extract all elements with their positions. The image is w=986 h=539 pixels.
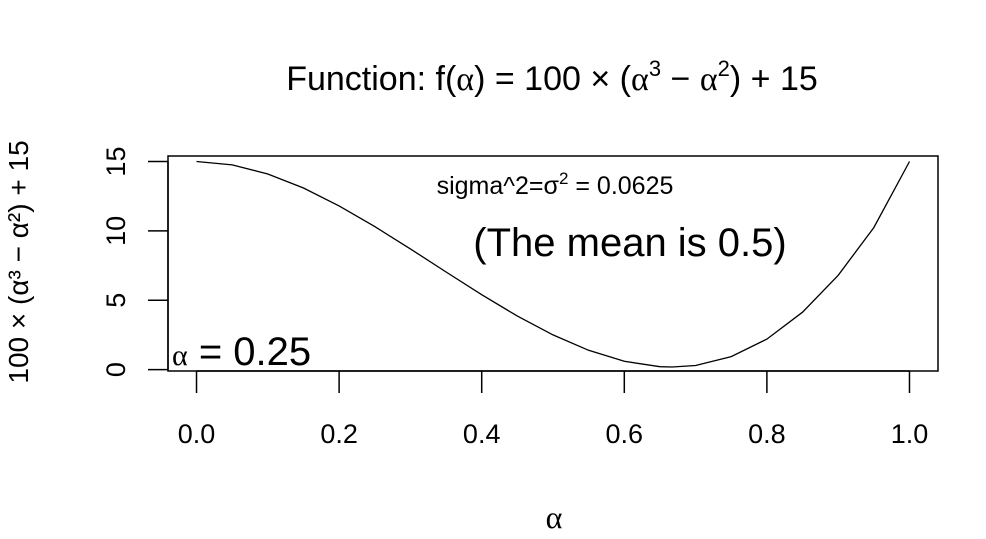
mean-annotation: (The mean is 0.5) <box>473 221 786 265</box>
x-tick-label: 0.4 <box>463 419 501 449</box>
x-tick-label: 0.6 <box>606 419 644 449</box>
alpha-value-annotation: α = 0.25 <box>172 330 311 374</box>
y-axis-label: 100 × (α³ − α²) + 15 <box>3 140 34 383</box>
y-axis: 0 5 10 15 <box>101 147 169 377</box>
chart-title: Function: f(α) = 100 × (α3 − α2) + 15 <box>286 56 818 98</box>
function-curve <box>196 160 911 368</box>
y-tick-label: 10 <box>101 216 131 246</box>
x-tick-label: 0.0 <box>178 419 216 449</box>
x-tick-label: 0.2 <box>320 419 358 449</box>
x-tick-label: 0.8 <box>748 419 786 449</box>
y-tick-label: 0 <box>101 362 131 377</box>
y-tick-label: 5 <box>101 293 131 308</box>
sigma-annotation: sigma^2=σ2 = 0.0625 <box>437 169 674 200</box>
x-tick-label: 1.0 <box>891 419 929 449</box>
x-axis-label: α <box>546 499 563 534</box>
y-tick-label: 15 <box>101 147 131 177</box>
x-axis: 0.0 0.2 0.4 0.6 0.8 1.0 <box>178 370 929 449</box>
